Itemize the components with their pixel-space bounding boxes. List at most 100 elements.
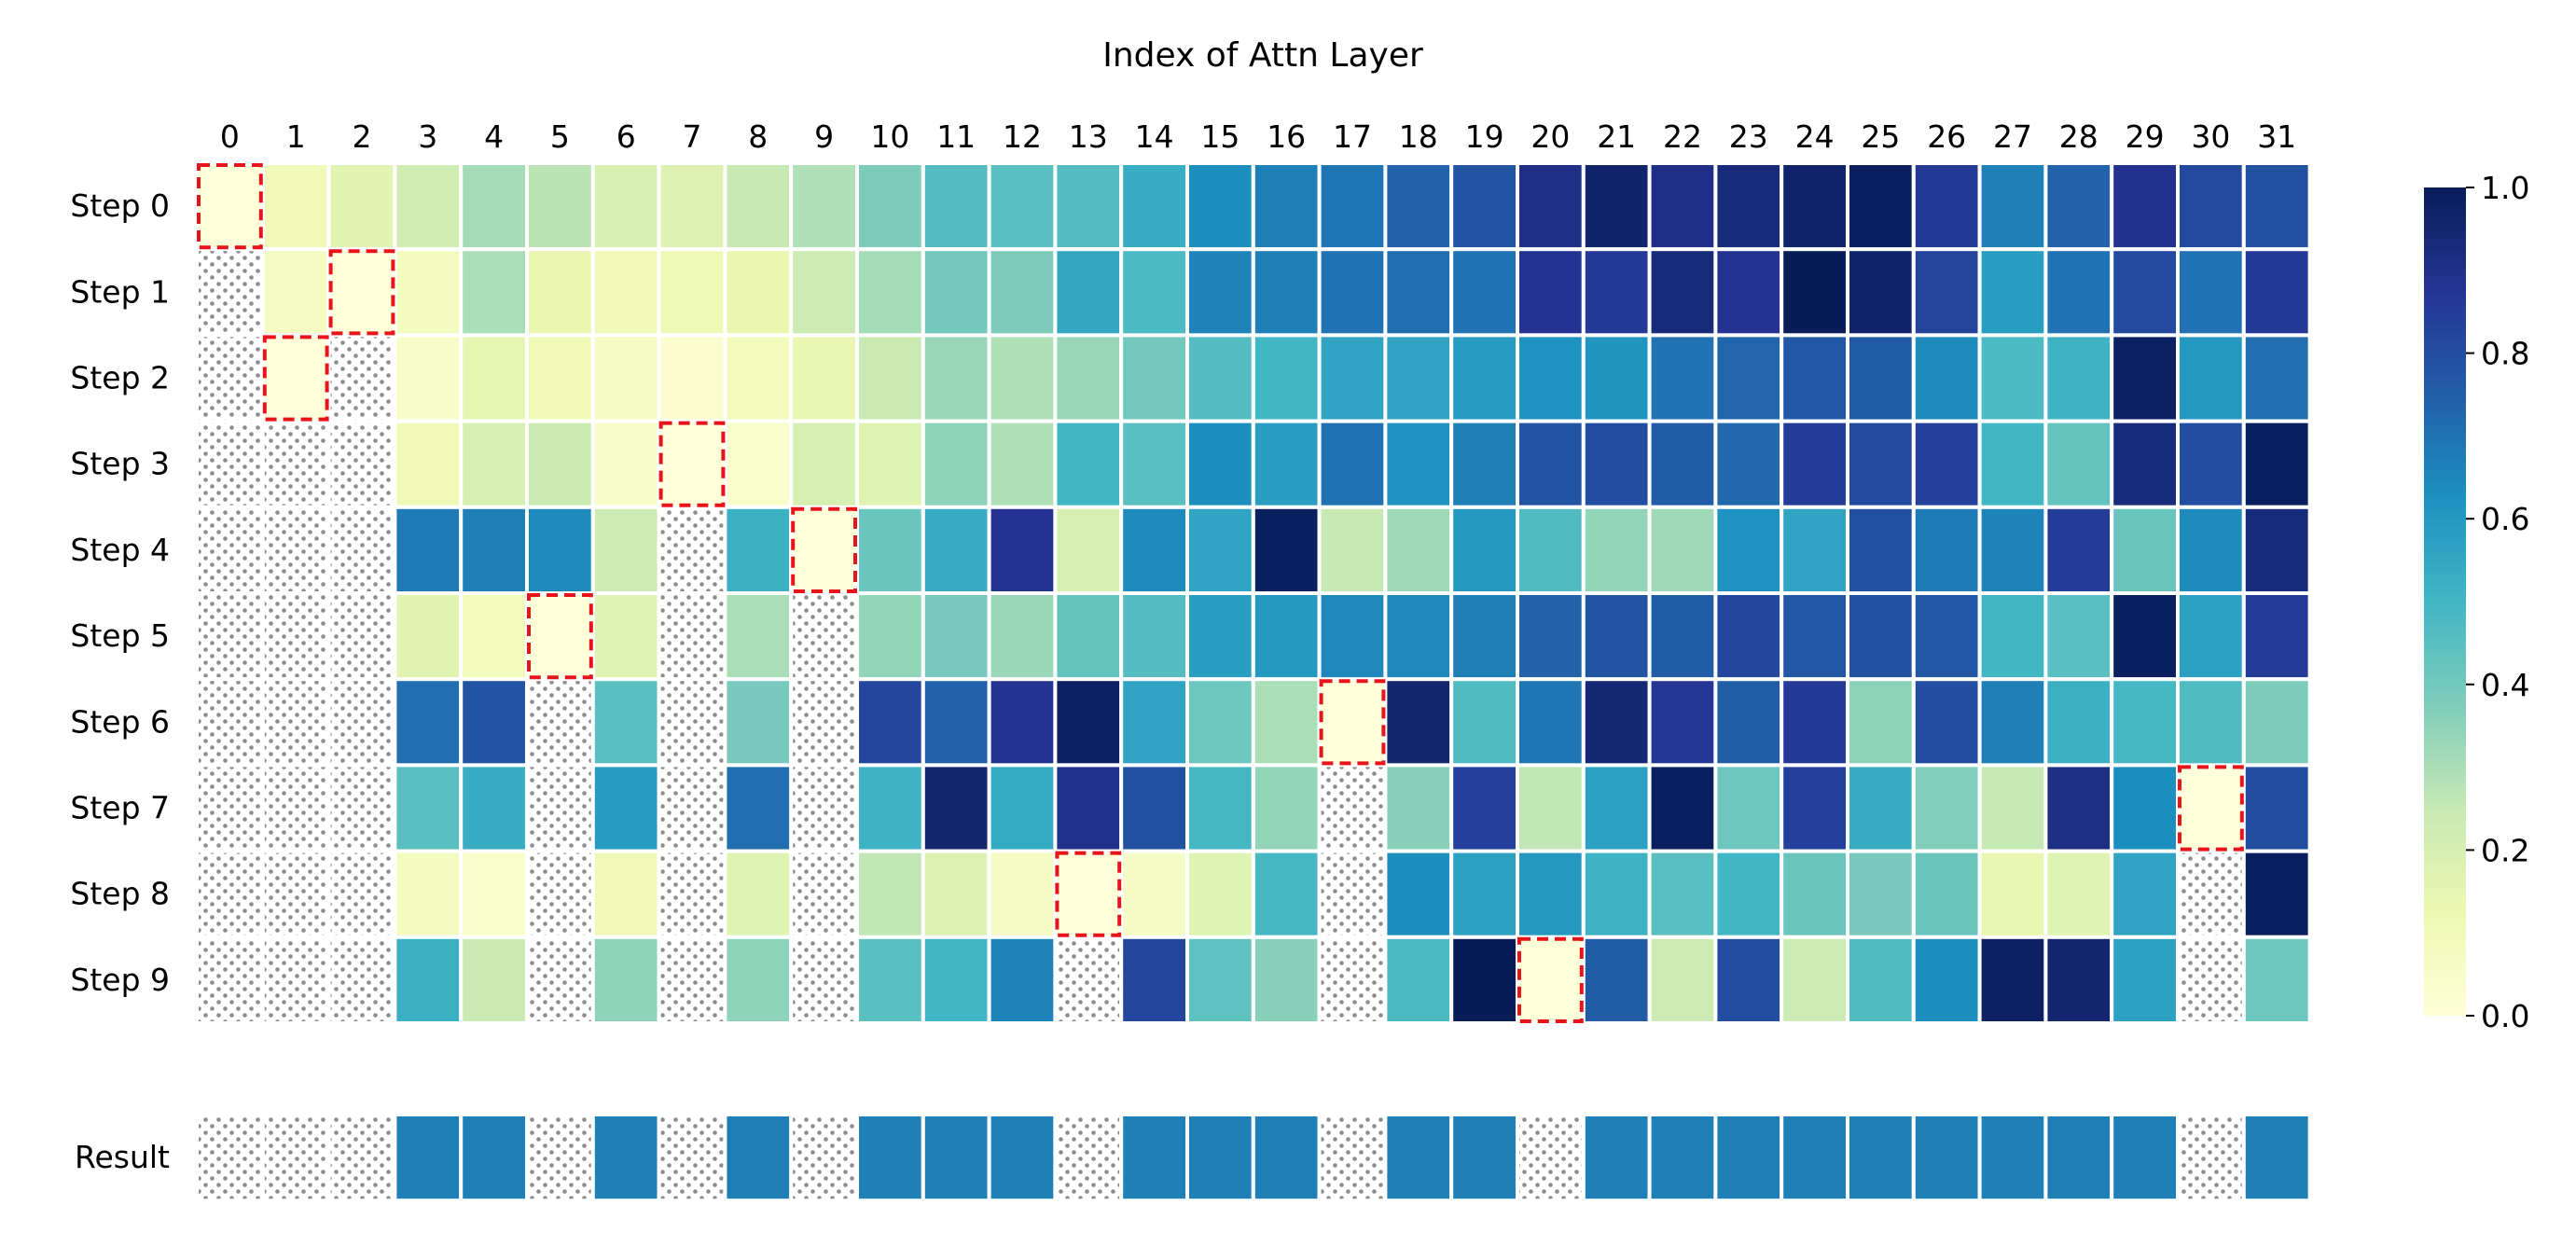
heatmap-cell (1581, 935, 1652, 1025)
heatmap-cell (590, 677, 661, 768)
heatmap-cell (2043, 161, 2114, 252)
heatmap-cell (1780, 505, 1849, 595)
heatmap-cell (1317, 161, 1388, 252)
column-label: 11 (936, 118, 976, 155)
heatmap-cell (1911, 161, 1982, 252)
result-cell (2110, 1113, 2180, 1203)
heatmap-cell (1780, 677, 1849, 768)
missing-cell (195, 333, 265, 423)
heatmap-cell (1977, 247, 2048, 338)
result-cell (1581, 1113, 1652, 1203)
missing-cell (326, 935, 397, 1025)
heatmap-cell (1911, 763, 1982, 853)
heatmap-cell (1647, 247, 1718, 338)
missing-cell (260, 505, 331, 595)
column-label: 12 (1003, 118, 1042, 155)
heatmap-cell (1383, 333, 1454, 423)
heatmap-cell (1911, 333, 1982, 423)
heatmap-cell (1780, 247, 1849, 338)
heatmap-cell (2241, 677, 2312, 768)
heatmap-cell (2241, 505, 2312, 595)
heatmap-cell (1119, 677, 1189, 768)
heatmap-cell (1647, 505, 1718, 595)
result-missing-cell (1516, 1113, 1586, 1203)
missing-cell (326, 419, 397, 509)
heatmap-cell (855, 505, 925, 595)
heatmap-cell (1185, 505, 1255, 595)
missing-cell (260, 677, 331, 768)
missing-cell (789, 677, 860, 768)
row-label: Step 9 (70, 962, 170, 998)
heatmap-cell (2241, 247, 2312, 338)
heatmap-cell (1185, 247, 1255, 338)
heatmap-cell (855, 591, 925, 682)
heatmap-cell (1449, 849, 1519, 939)
heatmap-cell (1185, 849, 1255, 939)
heatmap-cell (2176, 247, 2246, 338)
heatmap-cell (2110, 333, 2180, 423)
heatmap-cell (855, 935, 925, 1025)
missing-cell (789, 849, 860, 939)
missing-cell (1053, 935, 1124, 1025)
heatmap-cell (393, 161, 464, 252)
column-label: 9 (814, 118, 834, 155)
row-label: Step 0 (70, 187, 170, 224)
column-label: 26 (1927, 118, 1966, 155)
heatmap-cell (657, 333, 727, 423)
heatmap-cell (2043, 677, 2114, 768)
heatmap-cell (1119, 419, 1189, 509)
heatmap-cell (1516, 591, 1586, 682)
missing-cell (326, 505, 397, 595)
heatmap-cell (2241, 419, 2312, 509)
heatmap-cell (1911, 505, 1982, 595)
heatmap-cell (855, 763, 925, 853)
heatmap-cell (1516, 763, 1586, 853)
heatmap-cell (723, 333, 794, 423)
column-label: 14 (1135, 118, 1174, 155)
heatmap-cell (1251, 763, 1322, 853)
heatmap-cell (1251, 505, 1322, 595)
heatmap-cell (723, 161, 794, 252)
heatmap-cell (1185, 763, 1255, 853)
heatmap-cell (393, 763, 464, 853)
column-label: 29 (2126, 118, 2165, 155)
heatmap-cell (1251, 591, 1322, 682)
heatmap-cell (921, 333, 991, 423)
heatmap-cell (2241, 591, 2312, 682)
column-labels: 0 1 2 3 4 5 6 7 8 9 10 11 12 13 14 15 16 17 18 19 20 21 22 23 24… (220, 118, 2296, 155)
heatmap-cell (525, 161, 595, 252)
heatmap-cell (1516, 247, 1586, 338)
heatmap-cell (1780, 935, 1849, 1025)
heatmap-cell (393, 677, 464, 768)
heatmap-cell (1780, 763, 1849, 853)
heatmap-cell (2241, 849, 2312, 939)
result-cell (921, 1113, 991, 1203)
heatmap-cell (1053, 333, 1124, 423)
result-cell (1846, 1113, 1916, 1203)
heatmap-cell (2110, 935, 2180, 1025)
heatmap-cell (1647, 935, 1718, 1025)
heatmap-cell (2241, 763, 2312, 853)
heatmap-cell (1449, 763, 1519, 853)
heatmap-cell (723, 763, 794, 853)
missing-cell (657, 935, 727, 1025)
heatmap-cell (590, 591, 661, 682)
heatmap-cell (393, 591, 464, 682)
heatmap-cell (1647, 161, 1718, 252)
missing-cell (326, 849, 397, 939)
heatmap-cell (195, 161, 265, 252)
heatmap-cell (1053, 161, 1124, 252)
heatmap-cell (1185, 419, 1255, 509)
missing-cell (195, 591, 265, 682)
heatmap-cell (1383, 935, 1454, 1025)
column-label: 0 (220, 118, 240, 155)
missing-cell (195, 247, 265, 338)
heatmap-cell (393, 419, 464, 509)
heatmap-cell (855, 333, 925, 423)
result-missing-cell (525, 1113, 595, 1203)
result-cell (1251, 1113, 1322, 1203)
missing-cell (525, 677, 595, 768)
heatmap-cell (1317, 677, 1388, 768)
heatmap-cell (855, 849, 925, 939)
heatmap-cell (1119, 935, 1189, 1025)
